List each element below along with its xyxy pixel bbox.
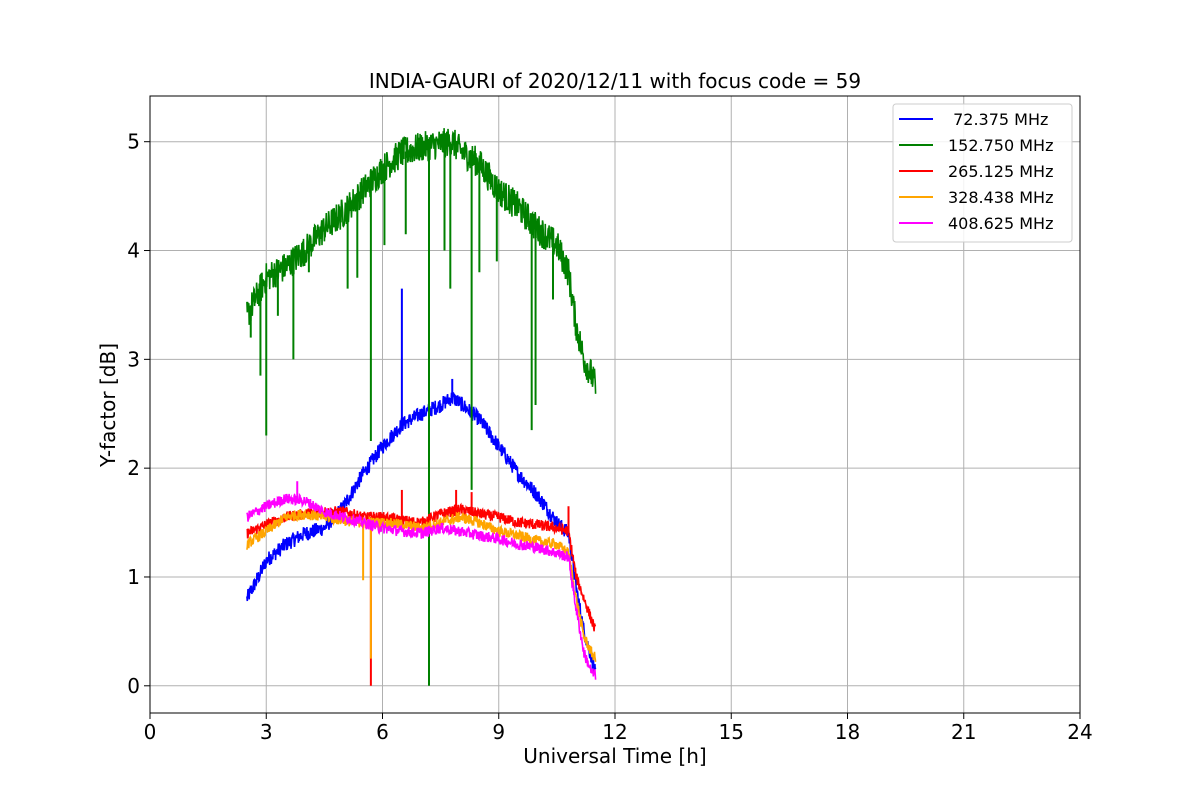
x-tick-label: 18 [835, 720, 860, 744]
series-408-625-mhz [246, 481, 597, 680]
y-axis-label: Y-factor [dB] [96, 343, 120, 468]
y-tick-label: 5 [127, 130, 140, 154]
legend-label: 72.375 MHz [948, 110, 1048, 129]
x-tick-label: 0 [144, 720, 157, 744]
series-line [246, 391, 597, 674]
y-tick-label: 0 [127, 674, 140, 698]
x-tick-label: 9 [492, 720, 505, 744]
x-axis-label: Universal Time [h] [523, 744, 706, 768]
y-tick-label: 1 [127, 565, 140, 589]
series-line [246, 508, 597, 663]
series-72-375-mhz [246, 288, 597, 674]
series-line [246, 128, 597, 394]
y-tick-label: 3 [127, 347, 140, 371]
x-tick-label: 12 [602, 720, 627, 744]
series-328-438-mhz [246, 508, 597, 663]
y-tick-label: 2 [127, 456, 140, 480]
legend-label: 408.625 MHz [948, 214, 1053, 233]
chart-title: INDIA-GAURI of 2020/12/11 with focus cod… [369, 69, 861, 93]
legend-label: 152.750 MHz [948, 136, 1053, 155]
legend: 72.375 MHz 152.750 MHz 265.125 MHz 328.438 … [892, 103, 1073, 243]
x-tick-label: 6 [376, 720, 389, 744]
x-tick-label: 15 [719, 720, 744, 744]
series-152-750-mhz [246, 128, 597, 686]
series-layer [246, 128, 597, 686]
x-tick-label: 21 [951, 720, 976, 744]
x-tick-label: 3 [260, 720, 273, 744]
y-tick-label: 4 [127, 239, 140, 263]
legend-label: 265.125 MHz [948, 162, 1053, 181]
series-line [246, 492, 597, 680]
legend-label: 328.438 MHz [948, 188, 1053, 207]
legend-box [892, 103, 1073, 243]
x-tick-label: 24 [1067, 720, 1092, 744]
